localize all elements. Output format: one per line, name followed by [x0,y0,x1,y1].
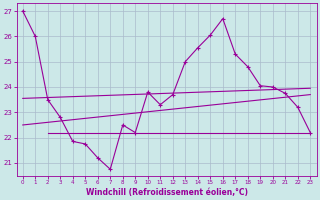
X-axis label: Windchill (Refroidissement éolien,°C): Windchill (Refroidissement éolien,°C) [85,188,248,197]
